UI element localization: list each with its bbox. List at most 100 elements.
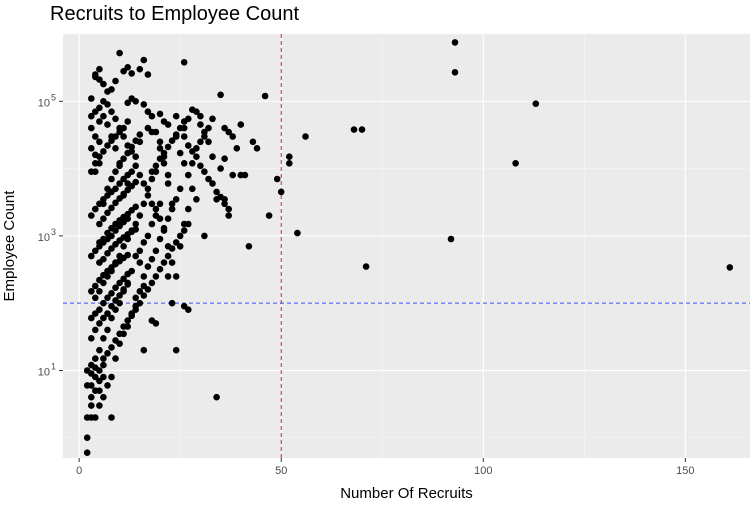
data-point (104, 88, 111, 95)
data-point (189, 106, 196, 113)
data-point (156, 265, 164, 273)
data-point (156, 145, 164, 152)
data-point (104, 142, 111, 149)
data-point (96, 65, 103, 73)
data-point (96, 306, 103, 314)
data-point (96, 138, 103, 146)
data-point (120, 323, 127, 330)
data-point (112, 77, 119, 85)
y-tick-label: 10 (38, 366, 50, 378)
data-point (92, 108, 99, 115)
data-point (261, 92, 269, 100)
data-point (213, 393, 220, 401)
data-point (132, 203, 139, 211)
data-point (112, 199, 119, 207)
data-point (253, 145, 261, 152)
reference-lines (63, 34, 750, 458)
data-point (156, 110, 164, 118)
data-point (104, 326, 111, 334)
data-point (92, 282, 99, 290)
data-point (350, 126, 358, 133)
data-point (164, 171, 172, 179)
data-point (88, 212, 95, 219)
data-point (132, 178, 139, 186)
data-point (197, 112, 204, 120)
data-point (100, 80, 107, 88)
data-point (180, 59, 188, 66)
data-point (221, 200, 228, 208)
data-point (128, 95, 135, 102)
data-point (286, 153, 293, 160)
data-point (148, 317, 156, 324)
data-point (209, 153, 216, 160)
x-tick-label: 50 (275, 465, 287, 477)
data-point (294, 229, 301, 237)
data-point (116, 162, 123, 170)
data-point (92, 294, 99, 302)
data-point (447, 235, 455, 243)
data-point (164, 215, 172, 222)
y-tick-exponent: 1 (51, 361, 56, 371)
data-point (217, 91, 224, 99)
data-point (180, 118, 188, 125)
data-point (185, 220, 192, 228)
data-point (112, 115, 119, 123)
x-tick-label: 100 (474, 465, 492, 477)
data-point (451, 69, 459, 76)
data-point (100, 112, 107, 120)
data-point (112, 133, 119, 140)
data-point (88, 402, 95, 409)
data-point (120, 190, 127, 198)
data-point (144, 185, 152, 193)
data-point (140, 273, 148, 280)
data-point (88, 288, 95, 295)
data-point (88, 393, 95, 401)
data-point (88, 95, 95, 102)
data-point (83, 414, 91, 421)
data-point (120, 67, 127, 75)
data-point (108, 344, 115, 351)
data-point (249, 138, 257, 146)
data-point (92, 414, 99, 421)
data-point (362, 263, 370, 270)
data-point (88, 124, 95, 132)
data-point (189, 185, 196, 193)
data-point (132, 306, 139, 314)
data-point (112, 168, 119, 175)
x-axis: 0 50 100 150 (76, 458, 695, 477)
data-point (120, 133, 127, 140)
data-point (108, 108, 115, 115)
data-point (132, 220, 139, 228)
data-point (168, 205, 176, 213)
data-point (205, 124, 212, 132)
data-point (176, 149, 184, 157)
data-point (100, 148, 107, 155)
y-tick-label: 10 (38, 232, 50, 244)
data-point (116, 49, 123, 57)
data-point (160, 118, 168, 125)
data-point (168, 245, 176, 252)
data-point (104, 310, 111, 317)
data-point (156, 215, 164, 222)
y-tick-exponent: 3 (51, 227, 56, 237)
data-point (92, 364, 99, 372)
data-point (144, 124, 152, 132)
data-point (189, 148, 196, 155)
data-point (120, 275, 127, 283)
data-point (164, 143, 172, 151)
data-point (172, 131, 180, 138)
data-point (88, 112, 95, 120)
data-point (185, 142, 192, 149)
data-point (92, 168, 99, 175)
data-point (120, 155, 127, 162)
data-point (96, 104, 103, 112)
data-point (100, 299, 107, 307)
data-point (132, 153, 139, 160)
data-point (124, 118, 131, 125)
data-point (144, 286, 152, 293)
data-point (88, 382, 95, 389)
data-point (172, 196, 180, 203)
data-point (92, 355, 99, 362)
data-point (152, 205, 160, 213)
